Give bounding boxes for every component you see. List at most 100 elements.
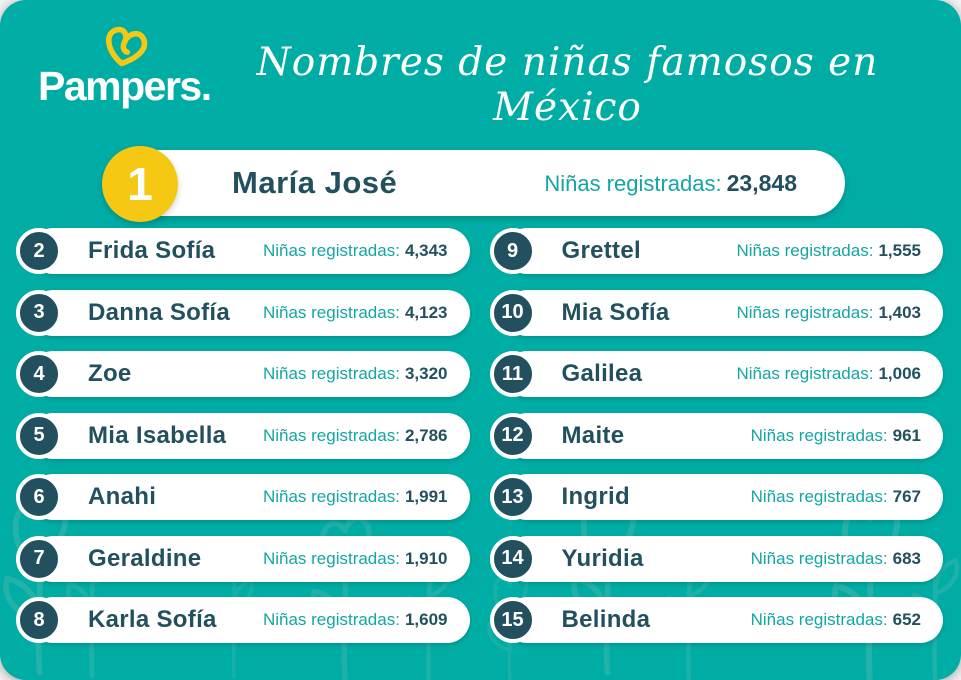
registered-group: Niñas registradas: 23,848 [544, 170, 797, 197]
rank-badge: 7 [16, 535, 62, 582]
name-label: Geraldine [88, 544, 202, 572]
registered-value: 767 [892, 487, 921, 506]
ranking-pill: Zoe Niñas registradas: 3,320 [30, 351, 470, 397]
registered-label: Niñas registradas: [736, 241, 874, 260]
registered-value: 3,320 [404, 364, 448, 383]
ranking-row: Grettel Niñas registradas: 1,555 9 [489, 228, 943, 274]
ranking-row: Frida Sofía Niñas registradas: 4,343 2 [16, 228, 470, 274]
rank-badge: 4 [16, 351, 62, 397]
rank-badge: 8 [16, 597, 62, 643]
pampers-logo-text: Pampers. [38, 63, 212, 109]
ranking-row: Danna Sofía Niñas registradas: 4,123 3 [16, 289, 470, 336]
ranking-row: Geraldine Niñas registradas: 1,910 7 [16, 535, 470, 582]
registered-label: Niñas registradas: [262, 425, 400, 445]
ranking-row: Galilea Niñas registradas: 1,006 11 [489, 351, 943, 397]
pampers-logo: Pampers. [38, 24, 212, 110]
ranking-row: Zoe Niñas registradas: 3,320 4 [16, 351, 470, 397]
ranking-pill: Yuridia Niñas registradas: 683 [503, 535, 943, 582]
registered-group: Niñas registradas: 3,320 [263, 364, 448, 384]
ranking-pill: Mia Sofía Niñas registradas: 1,403 [503, 289, 943, 336]
ranking-pill: Galilea Niñas registradas: 1,006 [503, 351, 943, 397]
ranking-column-left: Frida Sofía Niñas registradas: 4,343 2 Da… [16, 228, 470, 643]
registered-group: Niñas registradas: 1,910 [263, 549, 448, 569]
registered-value: 683 [892, 548, 921, 568]
registered-value: 4,123 [404, 302, 448, 322]
name-label: Mia Sofía [561, 298, 670, 326]
registered-value: 1,006 [878, 364, 921, 383]
ranking-pill: Geraldine Niñas registradas: 1,910 [30, 535, 470, 582]
rank-badge: 1 [102, 146, 178, 222]
rank-badge: 9 [489, 228, 536, 274]
registered-value: 23,848 [726, 169, 797, 196]
name-label: Anahi [88, 483, 157, 510]
ranking-pill: Danna Sofía Niñas registradas: 4,123 [30, 289, 470, 336]
ranking-row: Yuridia Niñas registradas: 683 14 [489, 535, 943, 582]
registered-label: Niñas registradas: [262, 302, 400, 322]
registered-group: Niñas registradas: 2,786 [263, 426, 448, 446]
registered-label: Niñas registradas: [262, 610, 400, 629]
registered-value: 1,991 [404, 487, 448, 506]
ranking-pill: Belinda Niñas registradas: 652 [503, 597, 943, 643]
name-label: Yuridia [561, 544, 644, 572]
ranking-pill: Karla Sofía Niñas registradas: 1,609 [30, 597, 470, 643]
registered-label: Niñas registradas: [750, 610, 888, 629]
ranking-row: Maite Niñas registradas: 961 12 [489, 412, 943, 459]
name-label: Galilea [561, 360, 643, 387]
registered-group: Niñas registradas: 767 [751, 487, 921, 507]
registered-value: 4,343 [404, 241, 448, 260]
rank-badge: 15 [489, 597, 536, 643]
ranking-pill: Maite Niñas registradas: 961 [503, 412, 943, 459]
registered-label: Niñas registradas: [262, 241, 400, 260]
ranking-pill: Grettel Niñas registradas: 1,555 [503, 228, 943, 274]
registered-label: Niñas registradas: [750, 425, 888, 445]
name-label: Belinda [561, 606, 651, 633]
ranking-pill: Frida Sofía Niñas registradas: 4,343 [30, 228, 470, 274]
registered-label: Niñas registradas: [544, 170, 722, 196]
ranking-pill: Ingrid Niñas registradas: 767 [503, 474, 943, 520]
registered-value: 1,403 [878, 302, 921, 322]
registered-group: Niñas registradas: 652 [751, 610, 921, 630]
name-label: Mia Isabella [88, 421, 227, 449]
name-label: Frida Sofía [88, 237, 216, 264]
registered-group: Niñas registradas: 4,123 [263, 303, 448, 323]
registered-group: Niñas registradas: 1,403 [736, 303, 921, 323]
ranking-row: Belinda Niñas registradas: 652 15 [489, 597, 943, 643]
registered-label: Niñas registradas: [736, 364, 874, 383]
ranking-pill: María José Niñas registradas: 23,848 [128, 150, 845, 216]
registered-value: 1,609 [404, 610, 448, 629]
ranking-pill: Anahi Niñas registradas: 1,991 [30, 474, 470, 520]
registered-value: 1,910 [404, 548, 448, 568]
registered-group: Niñas registradas: 1,006 [736, 364, 921, 384]
rank-badge: 10 [489, 289, 536, 336]
name-label: Danna Sofía [88, 298, 230, 326]
rank-badge: 5 [16, 412, 62, 459]
rank-badge: 13 [489, 474, 536, 520]
registered-group: Niñas registradas: 1,609 [263, 610, 448, 630]
rank-badge: 12 [489, 412, 536, 459]
name-label: Zoe [88, 360, 132, 387]
registered-group: Niñas registradas: 961 [751, 426, 921, 446]
ranking-row: Ingrid Niñas registradas: 767 13 [489, 474, 943, 520]
registered-value: 2,786 [404, 425, 448, 445]
registered-value: 652 [892, 610, 921, 629]
name-label: Grettel [561, 237, 641, 264]
ranking-column-right: Grettel Niñas registradas: 1,555 9 Mia So… [489, 228, 943, 643]
top-ranking-row: María José Niñas registradas: 23,848 1 [102, 146, 845, 222]
rank-badge: 3 [16, 289, 62, 336]
registered-group: Niñas registradas: 1,991 [263, 487, 448, 507]
ranking-row: Mia Isabella Niñas registradas: 2,786 5 [16, 412, 470, 459]
ranking-row: Mia Sofía Niñas registradas: 1,403 10 [489, 289, 943, 336]
registered-group: Niñas registradas: 683 [751, 549, 921, 569]
registered-value: 1,555 [878, 241, 921, 260]
ranking-row: Karla Sofía Niñas registradas: 1,609 8 [16, 597, 470, 643]
registered-label: Niñas registradas: [262, 548, 400, 568]
rank-badge: 2 [16, 228, 62, 274]
rank-badge: 11 [489, 351, 536, 397]
registered-group: Niñas registradas: 4,343 [263, 241, 448, 261]
name-label: Karla Sofía [88, 606, 217, 633]
registered-group: Niñas registradas: 1,555 [736, 241, 921, 261]
registered-value: 961 [892, 425, 921, 445]
name-label: Maite [561, 421, 625, 449]
rank-badge: 6 [16, 474, 62, 520]
